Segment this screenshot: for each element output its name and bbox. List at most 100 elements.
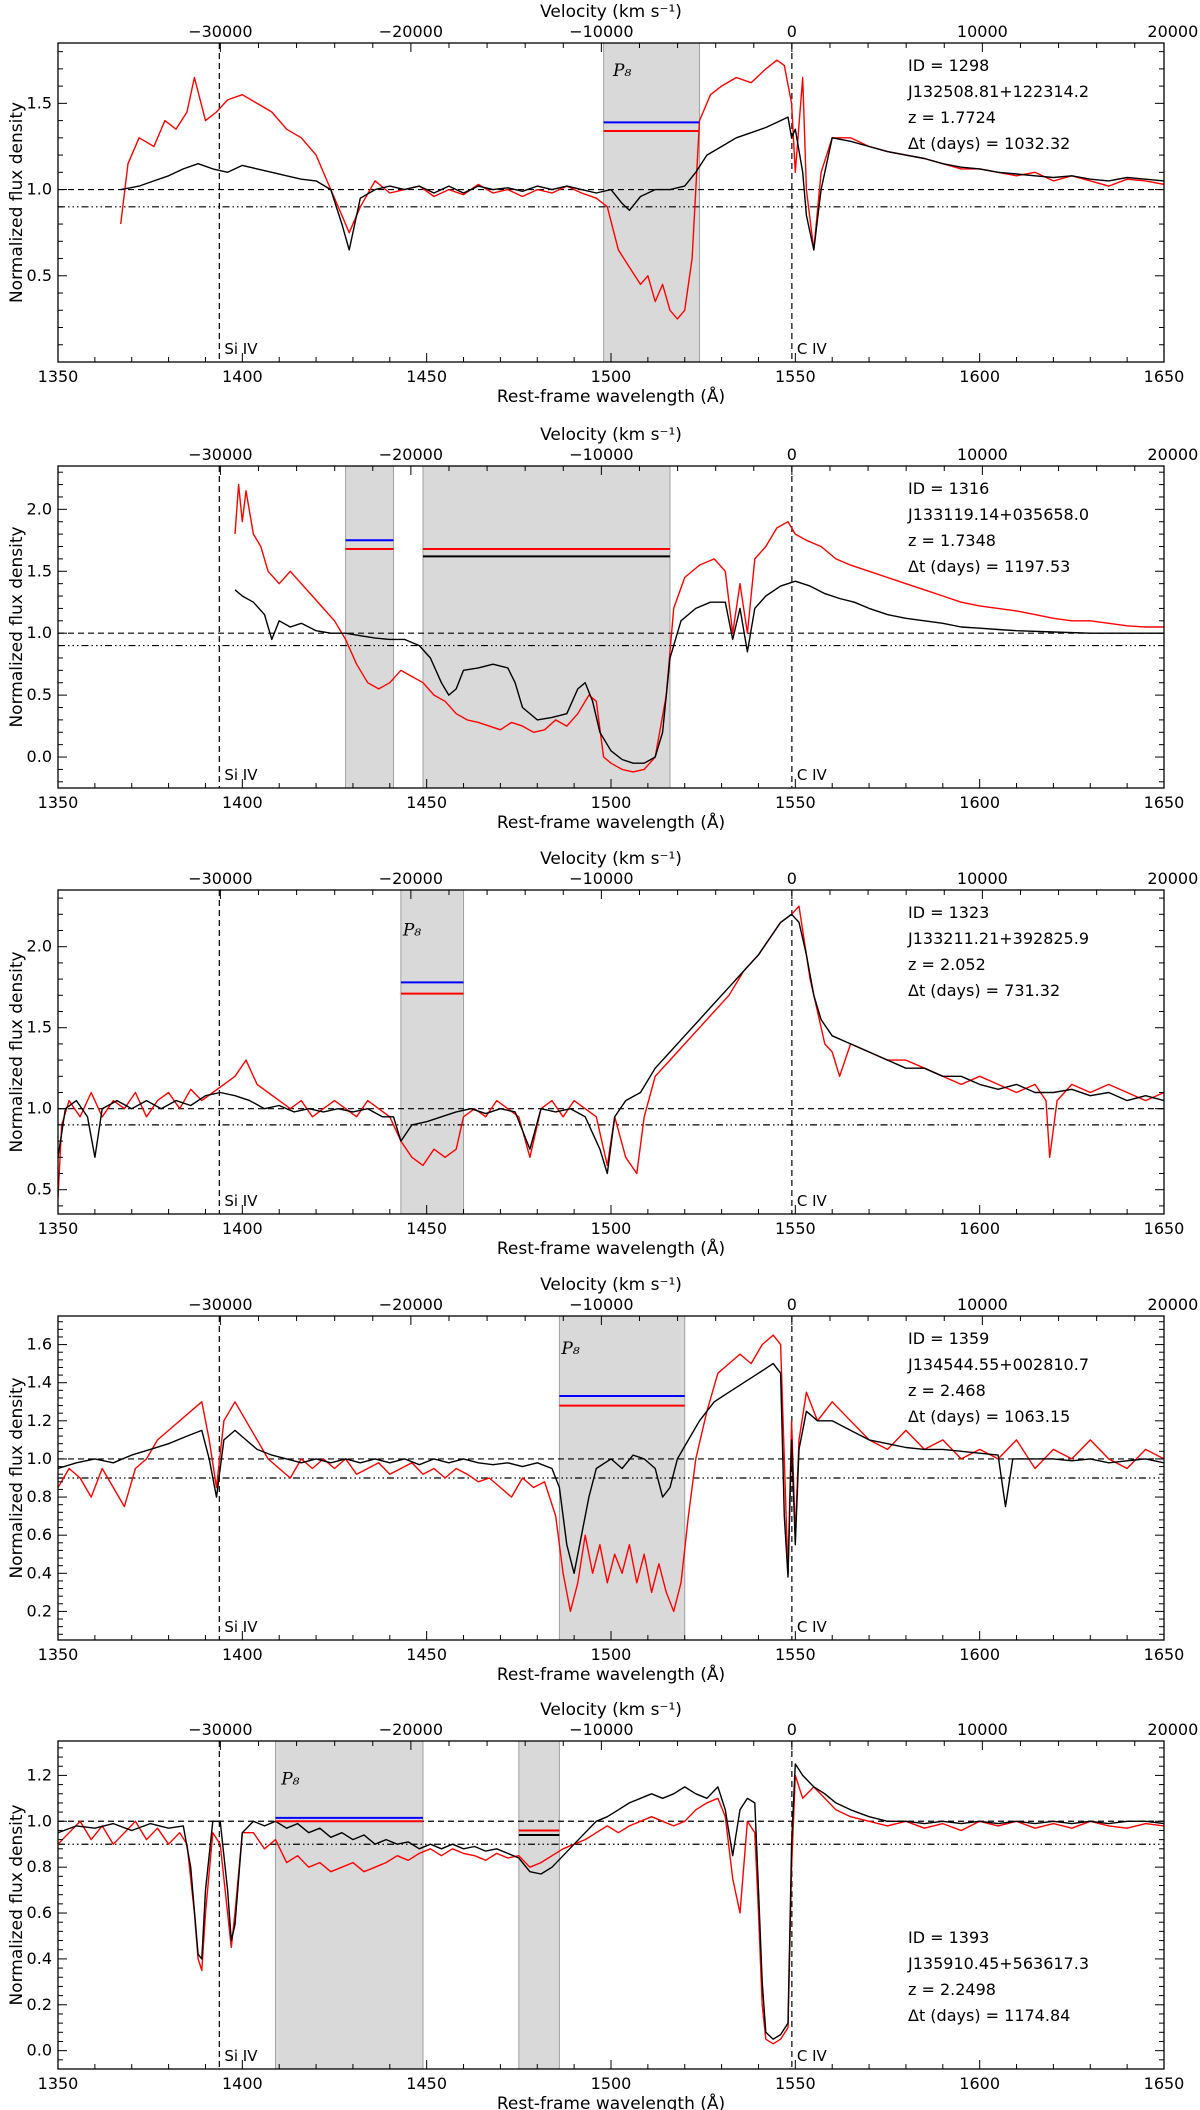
info-line-1: ID = 1323 [908,903,989,922]
panel-2: Si IV C IV 1350 1400 1450 1500 1550 1600 1650 Res… [7,425,1198,833]
x-axis-title: Rest-frame wavelength (Å) [497,1663,725,1685]
y-tick-label: 0.4 [27,1949,52,1968]
velocity-tick-label: 10000 [957,1720,1008,1739]
info-line-2: J133211.21+392825.9 [907,929,1089,948]
velocity-tick-label: −20000 [379,445,443,464]
plot-area [58,1316,1164,1640]
y-tick-label: 1.0 [27,623,52,642]
info-line-1: ID = 1316 [908,479,989,498]
x-tick-label: 1400 [222,793,263,812]
y-tick-label: 1.0 [27,1449,52,1468]
x-tick-label: 1450 [406,1219,447,1238]
y-axis-title: Normalized flux density [7,1377,27,1578]
velocity-axis-title: Velocity (km s⁻¹) [540,849,682,869]
shaded-trough-2 [518,1741,560,2069]
y-axis-title: Normalized flux density [7,1804,27,2005]
shaded-trough-2 [422,466,671,788]
x-tick-label: 1650 [1144,367,1185,386]
velocity-tick-label: −10000 [569,445,633,464]
spectrum-black [234,580,1164,764]
velocity-tick-label: −20000 [379,1295,443,1314]
x-tick-label: 1600 [959,1645,1000,1664]
spectrum-red [58,1334,1164,1613]
velocity-tick-label: 0 [787,1295,797,1314]
p8-label: P₈ [612,61,631,81]
plot-area [58,43,1164,362]
x-tick-label: 1450 [406,2074,447,2093]
shaded-trough-1 [345,466,394,788]
spectrum-red [234,483,1164,773]
info-line-2: J135910.45+563617.3 [907,1954,1089,1973]
y-tick-label: 0.6 [27,1903,52,1922]
y-tick-label: 0.5 [27,266,52,285]
velocity-tick-label: −30000 [188,445,252,464]
x-tick-label: 1600 [959,367,1000,386]
spectrum-red [58,905,1164,1198]
velocity-tick-label: −10000 [569,1295,633,1314]
x-tick-label: 1350 [38,2074,79,2093]
velocity-tick-label: 20000 [1147,869,1198,888]
x-tick-label: 1650 [1144,793,1185,812]
y-tick-label: 2.0 [27,937,52,956]
c-iv-label: C IV [797,766,828,784]
x-tick-label: 1600 [959,2074,1000,2093]
velocity-tick-label: 10000 [957,1295,1008,1314]
x-axis-title: Rest-frame wavelength (Å) [497,385,725,407]
y-tick-label: 0.5 [27,685,52,704]
velocity-tick-label: −10000 [569,869,633,888]
x-axis-title: Rest-frame wavelength (Å) [497,2092,725,2110]
y-axis-title: Normalized flux density [7,102,27,303]
x-tick-label: 1550 [775,1219,816,1238]
y-tick-label: 2.0 [27,499,52,518]
info-line-4: Δt (days) = 1032.32 [908,134,1070,153]
x-tick-label: 1350 [38,367,79,386]
panel-3: P₈ Si IV C IV 1350 1400 1450 1500 1550 1600 1650 R… [7,849,1198,1259]
info-line-3: z = 2.052 [908,955,986,974]
x-tick-label: 1650 [1144,1645,1185,1664]
x-axis-title: Rest-frame wavelength (Å) [497,811,725,833]
velocity-tick-label: −30000 [188,869,252,888]
y-tick-label: 0.2 [27,1995,52,2014]
velocity-axis-title: Velocity (km s⁻¹) [540,1700,682,1720]
y-tick-label: 1.5 [27,93,52,112]
plot-area [58,1741,1164,2069]
y-tick-label: 1.0 [27,180,52,199]
x-tick-label: 1450 [406,793,447,812]
plot-area [58,466,1164,788]
p8-label: P₈ [560,1339,579,1359]
y-tick-label: 0.4 [27,1563,52,1582]
velocity-tick-label: 0 [787,869,797,888]
x-tick-label: 1350 [38,1219,79,1238]
y-tick-label: 1.0 [27,1811,52,1830]
info-line-1: ID = 1359 [908,1329,989,1348]
velocity-axis-title: Velocity (km s⁻¹) [540,1275,682,1295]
x-tick-label: 1500 [591,793,632,812]
info-line-2: J134544.55+002810.7 [907,1355,1089,1374]
x-tick-label: 1400 [222,367,263,386]
panel-4: P₈ Si IV C IV 1350 1400 1450 1500 1550 1600 1650 R… [7,1275,1198,1685]
spectrum-black [120,116,1164,251]
velocity-tick-label: 20000 [1147,1295,1198,1314]
y-tick-label: 1.2 [27,1765,52,1784]
x-tick-label: 1550 [775,367,816,386]
spectrum-black [58,913,1164,1175]
velocity-tick-label: −30000 [188,1295,252,1314]
panel-5: P₈ Si IV C IV 1350 1400 1450 1500 1550 1600 1650 R… [7,1700,1198,2110]
x-tick-label: 1450 [406,367,447,386]
velocity-tick-label: 0 [787,1720,797,1739]
velocity-tick-label: −10000 [569,1720,633,1739]
y-tick-label: 0.8 [27,1487,52,1506]
si-iv-label: Si IV [224,2047,258,2065]
si-iv-label: Si IV [224,766,258,784]
p8-label: P₈ [402,920,421,940]
x-tick-label: 1500 [591,1645,632,1664]
x-tick-label: 1350 [38,793,79,812]
x-tick-label: 1400 [222,2074,263,2093]
x-tick-label: 1350 [38,1645,79,1664]
p8-label: P₈ [280,1770,299,1790]
x-tick-label: 1650 [1144,1219,1185,1238]
velocity-tick-label: 10000 [957,445,1008,464]
x-tick-label: 1500 [591,367,632,386]
plot-area [58,890,1164,1214]
